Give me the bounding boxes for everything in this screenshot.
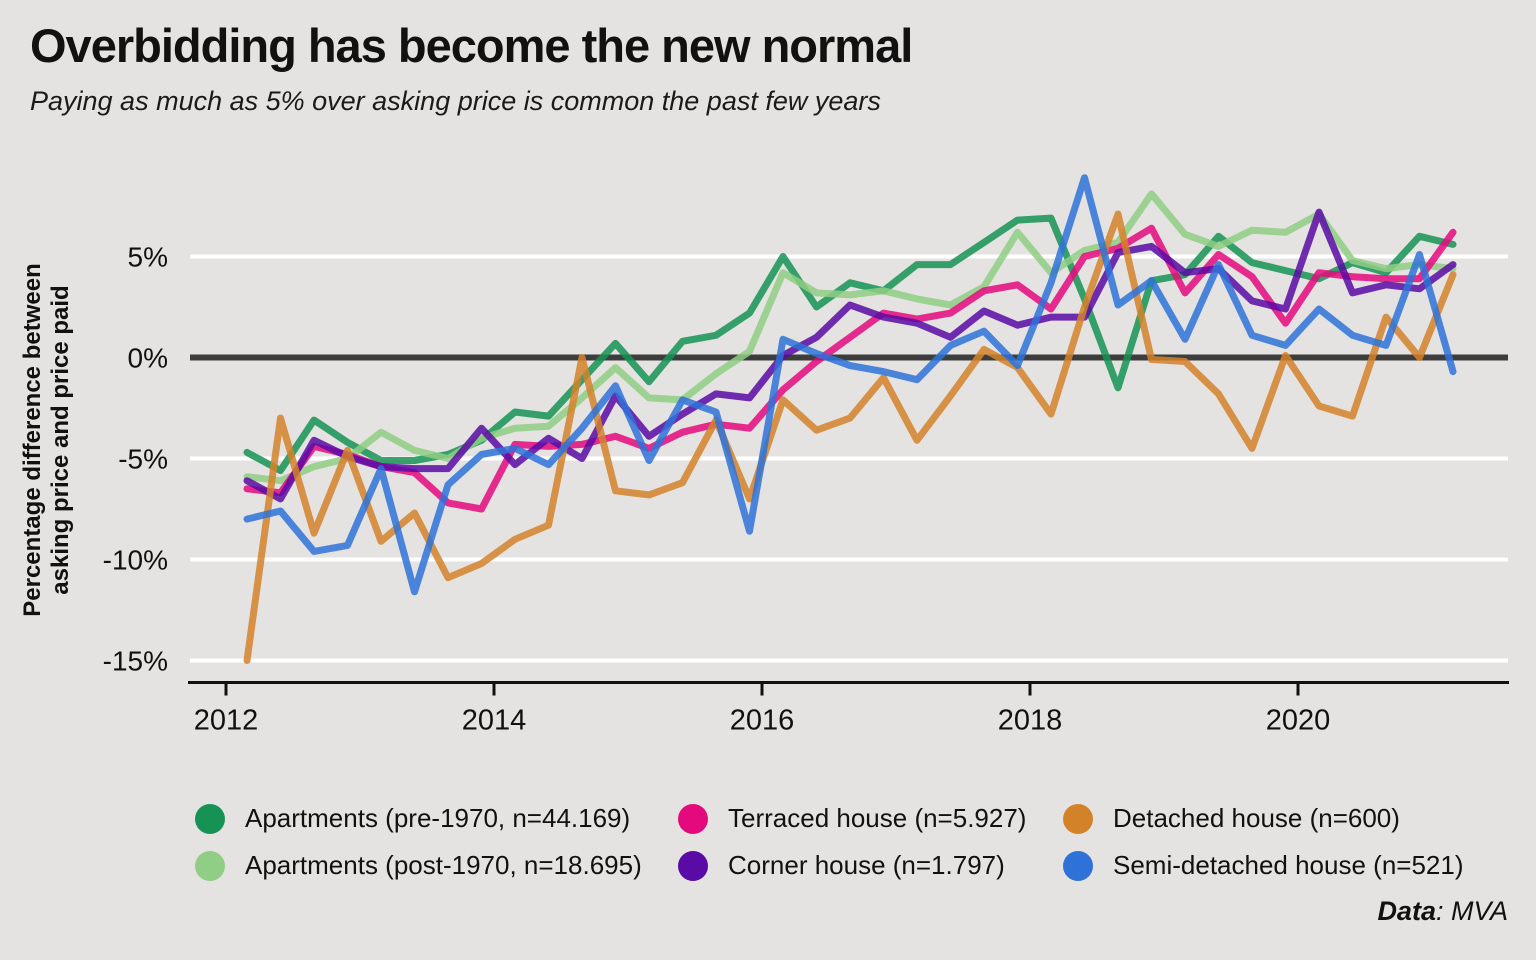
- legend-item-apartments-pre1970: Apartments (pre-1970, n=44.169): [195, 803, 630, 834]
- legend-item-semi-detached-house: Semi-detached house (n=521): [1063, 850, 1464, 881]
- y-tick-label--15%: -15%: [103, 646, 168, 677]
- legend-label-apartments-post1970: Apartments (post-1970, n=18.695): [245, 850, 642, 880]
- series-line-5: [243, 174, 1457, 596]
- series-line-3: [243, 208, 1457, 503]
- chart-subtitle: Paying as much as 5% over asking price i…: [30, 86, 881, 116]
- legend-item-apartments-post1970: Apartments (post-1970, n=18.695): [195, 850, 642, 881]
- legend-item-corner-house: Corner house (n=1.797): [678, 850, 1005, 881]
- x-tick-label-2020: 2020: [1266, 705, 1331, 737]
- legend-swatch-apartments-post1970: [195, 850, 225, 881]
- series-line-4: [243, 210, 1457, 664]
- y-tick-label--10%: -10%: [103, 545, 168, 576]
- y-tick-label-5%: 5%: [128, 242, 168, 273]
- y-tick-label--5%: -5%: [118, 444, 168, 475]
- series-line-2: [243, 224, 1457, 513]
- data-source: Data: MVA: [1377, 896, 1508, 927]
- legend-label-corner-house: Corner house (n=1.797): [728, 850, 1005, 880]
- x-tick-label-2016: 2016: [730, 705, 795, 737]
- legend-swatch-detached-house: [1063, 803, 1093, 834]
- x-tick-label-2012: 2012: [194, 705, 259, 737]
- legend-swatch-corner-house: [678, 850, 708, 881]
- legend-label-detached-house: Detached house (n=600): [1113, 803, 1400, 833]
- legend-item-detached-house: Detached house (n=600): [1063, 803, 1400, 834]
- y-tick-label-0%: 0%: [128, 343, 168, 374]
- page-title: Overbidding has become the new normal: [30, 19, 913, 72]
- legend-swatch-semi-detached-house: [1063, 850, 1093, 881]
- x-tick-label-2014: 2014: [462, 705, 527, 737]
- data-source-rest: : MVA: [1435, 896, 1508, 926]
- legend-swatch-terraced-house: [678, 803, 708, 834]
- x-tick-label-2018: 2018: [998, 705, 1063, 737]
- legend-swatch-apartments-pre1970: [195, 803, 225, 834]
- legend-label-terraced-house: Terraced house (n=5.927): [728, 803, 1027, 833]
- data-source-bold: Data: [1377, 896, 1436, 926]
- legend-item-terraced-house: Terraced house (n=5.927): [678, 803, 1026, 834]
- series-line-1: [243, 190, 1457, 485]
- legend-label-apartments-pre1970: Apartments (pre-1970, n=44.169): [245, 803, 631, 833]
- chart-legend: Apartments (pre-1970, n=44.169) Apartmen…: [0, 0, 1536, 881]
- legend-label-semi-detached-house: Semi-detached house (n=521): [1113, 850, 1464, 880]
